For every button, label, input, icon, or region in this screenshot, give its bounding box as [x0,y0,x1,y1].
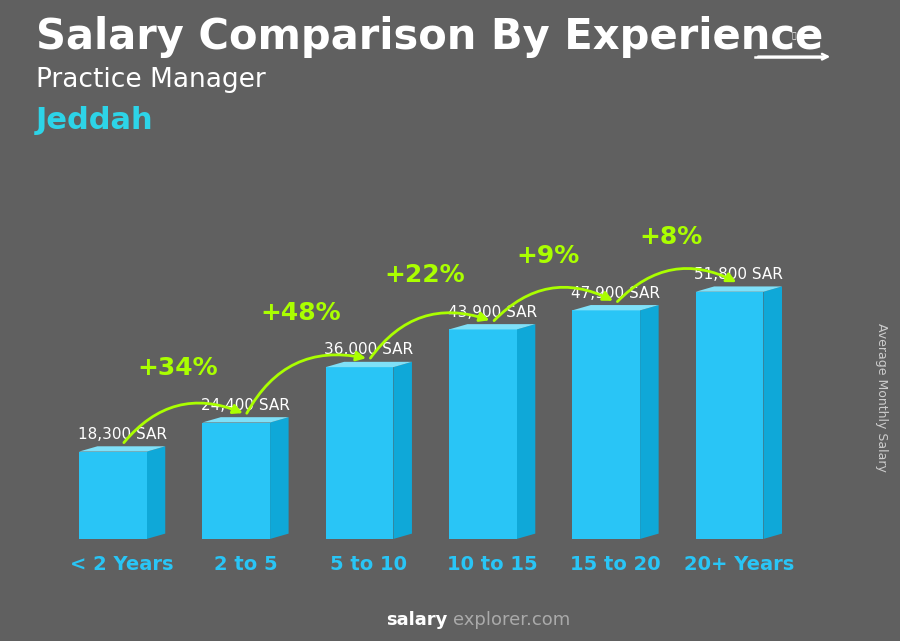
Text: Jeddah: Jeddah [36,106,154,135]
Text: Practice Manager: Practice Manager [36,67,266,94]
Text: +9%: +9% [516,244,580,268]
Polygon shape [640,305,659,539]
Text: Average Monthly Salary: Average Monthly Salary [875,323,887,472]
Bar [449,329,517,539]
Text: salary: salary [386,612,447,629]
Text: 5 to 10: 5 to 10 [330,555,408,574]
Bar [696,292,763,539]
Polygon shape [696,287,782,292]
Text: 15 to 20: 15 to 20 [571,555,661,574]
Text: Salary Comparison By Experience: Salary Comparison By Experience [36,16,824,58]
Polygon shape [147,446,166,539]
Bar [572,310,640,539]
Polygon shape [270,417,289,539]
Bar [202,422,270,539]
Text: 10 to 15: 10 to 15 [446,555,537,574]
Text: 43,900 SAR: 43,900 SAR [447,304,536,320]
Text: 18,300 SAR: 18,300 SAR [77,427,166,442]
Text: explorer.com: explorer.com [453,612,570,629]
Polygon shape [202,417,289,422]
Polygon shape [393,362,412,539]
Text: < 2 Years: < 2 Years [70,555,174,574]
Bar [79,452,147,539]
Polygon shape [572,305,659,310]
Polygon shape [326,362,412,367]
Text: 20+ Years: 20+ Years [684,555,794,574]
Polygon shape [763,287,782,539]
Text: 24,400 SAR: 24,400 SAR [201,397,290,413]
Text: +48%: +48% [261,301,341,325]
Bar [326,367,393,539]
Polygon shape [79,446,166,452]
Text: +34%: +34% [138,356,218,380]
Text: 2 to 5: 2 to 5 [213,555,277,574]
Polygon shape [449,324,536,329]
Text: +8%: +8% [639,226,703,249]
Polygon shape [517,324,535,539]
Text: ﷽: ﷽ [792,31,796,40]
Text: 47,900 SAR: 47,900 SAR [571,286,660,301]
Text: 36,000 SAR: 36,000 SAR [324,342,413,358]
Text: +22%: +22% [384,263,464,287]
Text: 51,800 SAR: 51,800 SAR [695,267,783,282]
